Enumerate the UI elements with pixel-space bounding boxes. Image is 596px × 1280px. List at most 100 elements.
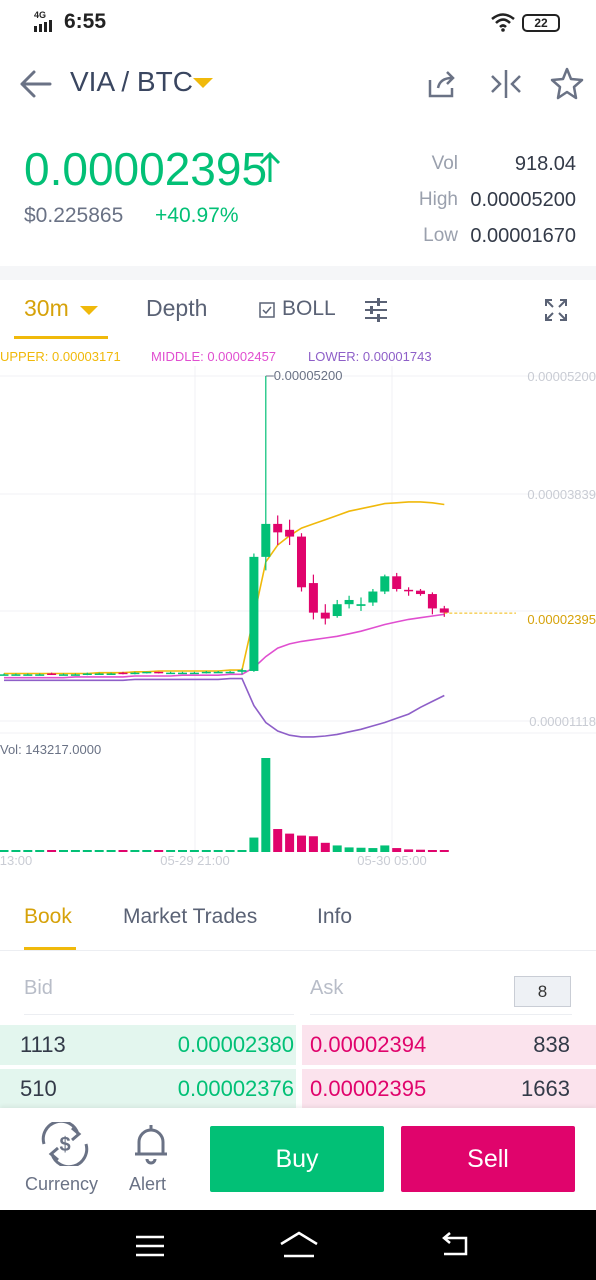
favorite-star-icon[interactable] <box>549 66 585 102</box>
candle-body <box>368 591 378 603</box>
price-axis-label: 0.00001118 <box>529 714 596 729</box>
boll-lower-line <box>4 677 445 738</box>
network-label: 4G <box>34 10 47 20</box>
tab-market-trades[interactable]: Market Trades <box>123 905 258 928</box>
depth-selector[interactable]: 8 <box>514 976 571 1007</box>
time-axis-label: 13:00 <box>0 853 32 868</box>
volume-bar <box>297 835 306 852</box>
sell-button[interactable]: Sell <box>401 1126 575 1192</box>
candle-body <box>297 536 306 588</box>
last-price: 0.00002395 <box>24 143 268 195</box>
volume-bar <box>213 850 223 852</box>
alert-label[interactable]: Alert <box>129 1174 167 1194</box>
depth-tab[interactable]: Depth <box>146 295 208 321</box>
checkbox-icon[interactable] <box>258 301 276 319</box>
candlestick-chart[interactable]: 0.00005200 0.00003839 0.00002395 0.00001118… <box>0 366 596 876</box>
low-value: 0.00001670 <box>470 225 576 247</box>
candle-body <box>392 576 402 589</box>
wifi-icon <box>491 13 515 32</box>
volume-bar <box>380 845 390 852</box>
volume-bar <box>249 837 259 852</box>
candle-body <box>261 523 271 557</box>
candle-body <box>94 673 104 676</box>
volume-bar <box>59 850 68 852</box>
currency-swap-icon[interactable]: $ <box>38 1122 92 1166</box>
candle-body <box>154 671 164 674</box>
ask-price: 0.00002394 <box>310 1032 427 1057</box>
fiat-price: $0.225865 <box>24 204 124 227</box>
candle-body <box>106 673 116 676</box>
candle-body <box>118 672 128 675</box>
share-icon[interactable] <box>426 68 458 100</box>
bid-row[interactable]: 1113 0.00002380 <box>0 1025 296 1065</box>
max-price-label: 0.00005200 <box>274 368 343 383</box>
volume-bar <box>404 849 414 852</box>
candle-body <box>225 671 235 674</box>
pair-title[interactable]: VIA / BTC <box>70 66 193 97</box>
home-icon[interactable] <box>278 1230 320 1260</box>
battery-indicator: 22 <box>522 14 560 32</box>
volume-bar <box>368 848 378 852</box>
volume-bar <box>23 850 33 852</box>
pair-dropdown-icon[interactable] <box>193 78 213 88</box>
candle-body <box>59 674 68 676</box>
candle-body <box>166 672 176 675</box>
back-arrow-icon[interactable] <box>18 68 54 100</box>
volume-bar <box>178 850 187 852</box>
fullscreen-icon[interactable] <box>544 298 568 322</box>
back-icon[interactable] <box>438 1232 470 1258</box>
candle-body <box>178 672 187 675</box>
candle-body <box>82 673 92 676</box>
volume-bar <box>189 850 199 852</box>
volume-bar <box>273 829 283 852</box>
volume-bar <box>11 850 21 852</box>
bid-row[interactable]: 510 0.00002376 <box>0 1069 296 1109</box>
ask-row[interactable]: 0.00002394 838 <box>302 1025 596 1065</box>
interval-selector[interactable]: 30m <box>24 295 69 321</box>
currency-label[interactable]: Currency <box>25 1174 99 1194</box>
ask-price: 0.00002395 <box>310 1076 427 1101</box>
candle-body <box>213 671 223 674</box>
boll-middle-legend: MIDDLE: 0.00002457 <box>151 349 277 364</box>
candle-body <box>439 608 449 613</box>
status-bar: 4G 6:55 22 <box>0 0 596 46</box>
candle-body <box>0 674 9 676</box>
interval-dropdown-icon[interactable] <box>80 306 98 315</box>
volume-bar <box>427 850 437 852</box>
volume-bar <box>82 850 92 852</box>
tab-book[interactable]: Book <box>24 905 72 928</box>
candle-body <box>237 670 247 672</box>
price-axis-label: 0.00002395 <box>527 612 596 627</box>
volume-bar <box>130 850 140 852</box>
candle-body <box>416 590 425 595</box>
clock: 6:55 <box>64 10 107 33</box>
ask-qty: 1663 <box>521 1076 570 1101</box>
svg-text:$: $ <box>59 1134 70 1156</box>
divider <box>24 1014 294 1015</box>
compare-icon[interactable] <box>488 68 524 100</box>
volume-bar <box>416 849 425 852</box>
indicator-toggle[interactable]: BOLL <box>282 297 336 320</box>
buy-button[interactable]: Buy <box>210 1126 384 1192</box>
candle-body <box>344 599 354 605</box>
bid-qty: 1113 <box>20 1032 66 1057</box>
bell-icon[interactable] <box>132 1122 170 1166</box>
candle-body <box>189 672 199 675</box>
settings-sliders-icon[interactable] <box>363 297 389 323</box>
volume-bar <box>237 850 247 852</box>
candle-body <box>427 594 437 609</box>
divider <box>0 950 596 951</box>
high-label: High <box>418 189 458 210</box>
high-value: 0.00005200 <box>470 189 576 211</box>
bid-price: 0.00002376 <box>177 1076 294 1101</box>
time-axis-label: 05-30 05:00 <box>357 853 426 868</box>
menu-icon[interactable] <box>135 1235 165 1257</box>
signal-icon <box>34 20 52 32</box>
tab-info[interactable]: Info <box>317 905 353 928</box>
system-nav-bar <box>0 1210 596 1280</box>
ask-row[interactable]: 0.00002395 1663 <box>302 1069 596 1109</box>
volume-bar <box>356 847 366 852</box>
price-axis-label: 0.00005200 <box>527 369 596 384</box>
up-arrow-icon <box>259 151 281 182</box>
candle-body <box>70 674 80 676</box>
